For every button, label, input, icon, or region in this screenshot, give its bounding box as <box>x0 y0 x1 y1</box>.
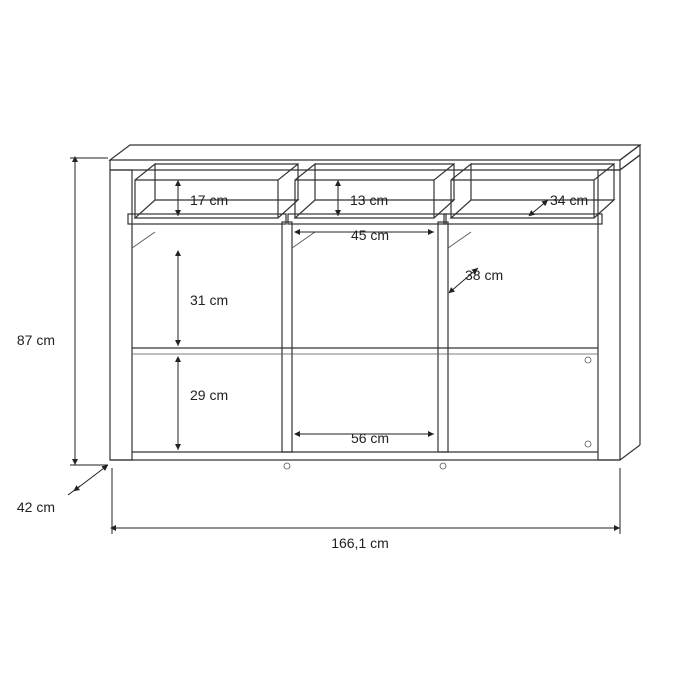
label-shelf-depth: 38 cm <box>465 267 503 283</box>
label-height-overall: 87 cm <box>17 332 55 348</box>
furniture-dimension-diagram: 87 cm 42 cm 166,1 cm 17 cm 13 cm 34 cm 4… <box>0 0 700 700</box>
label-width-overall: 166,1 cm <box>331 535 389 551</box>
label-upper-shelf-height: 31 cm <box>190 292 228 308</box>
drawer-3 <box>444 164 614 224</box>
label-lower-shelf-height: 29 cm <box>190 387 228 403</box>
label-inner-width: 56 cm <box>351 430 389 446</box>
label-drawer-depth: 34 cm <box>550 192 588 208</box>
label-compartment-width: 45 cm <box>351 227 389 243</box>
label-drawer-front-height: 13 cm <box>350 192 388 208</box>
label-depth-overall: 42 cm <box>17 499 55 515</box>
dimension-labels: 87 cm 42 cm 166,1 cm 17 cm 13 cm 34 cm 4… <box>17 192 588 551</box>
label-drawer-height: 17 cm <box>190 192 228 208</box>
